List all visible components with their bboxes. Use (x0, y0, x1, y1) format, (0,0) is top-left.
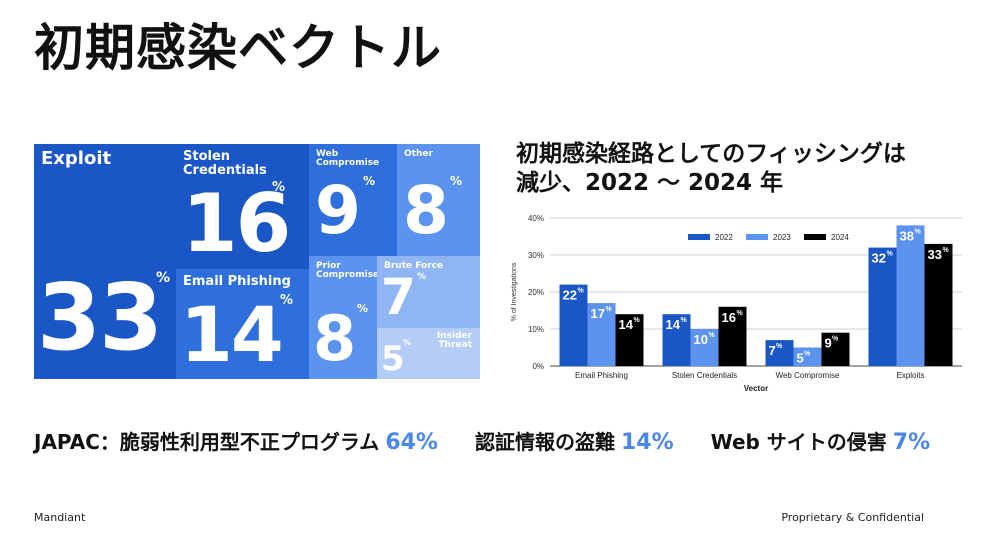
bar-2024-2 (821, 332, 850, 366)
bar-value-label: 16 (722, 310, 736, 325)
japac-label: JAPAC：脆弱性利用型不正プログラム (34, 430, 380, 454)
bar-value-percent: % (804, 351, 811, 358)
bar-2023-3 (896, 225, 925, 366)
bar-2022-3 (868, 247, 897, 366)
tile-percent: % (280, 293, 294, 308)
bar-value-percent: % (915, 228, 922, 235)
bar-2023-1 (690, 329, 719, 366)
bar-2022-2 (765, 340, 794, 366)
bar-value-percent: % (737, 310, 744, 317)
treemap-tile-web-compromise: Web Compromise 9 % (309, 144, 397, 256)
y-tick-label: 0% (532, 362, 544, 371)
treemap-tile-other: Other 8 % (397, 144, 480, 256)
tile-label: Exploit (41, 148, 112, 169)
bar-2024-1 (718, 306, 747, 366)
tile-value: 8 (313, 302, 356, 375)
y-tick-label: 20% (528, 288, 544, 297)
bar-2024-3 (924, 243, 953, 366)
tile-percent: % (417, 272, 427, 282)
tile-label: Email Phishing (183, 274, 291, 289)
tile-label: Stolen Credentials (183, 149, 267, 178)
x-tick-label: Email Phishing (575, 371, 628, 380)
bar-value-label: 32 (872, 251, 886, 266)
treemap-tile-prior-compromise: Prior Compromise 8 % (309, 256, 377, 379)
bar-value-label: 14 (619, 317, 634, 332)
theft-value: 14% (620, 430, 674, 455)
bar-value-percent: % (887, 251, 894, 258)
y-tick-label: 40% (528, 214, 544, 223)
tile-value: 16 (182, 177, 291, 269)
tile-percent: % (272, 180, 286, 195)
x-axis-label: Vector (744, 384, 768, 393)
y-axis-label: % of Investigations (511, 262, 518, 321)
bar-value-percent: % (634, 317, 641, 324)
bar-value-percent: % (776, 343, 783, 350)
tile-label: Prior Compromise (316, 261, 377, 281)
legend-swatch-2023 (746, 234, 768, 240)
web-label: Web サイトの侵害 (710, 430, 887, 454)
tile-label: Brute Force (384, 261, 444, 271)
legend-label-2023: 2023 (773, 233, 791, 242)
tile-percent: % (357, 302, 369, 315)
legend-label-2022: 2022 (715, 233, 733, 242)
bar-value-label: 38 (900, 228, 914, 243)
chart-title: 初期感染経路としてのフィッシングは 減少、2022 〜 2024 年 (516, 141, 906, 196)
y-tick-label: 30% (528, 251, 544, 260)
bar-value-percent: % (943, 247, 950, 254)
legend-label-2024: 2024 (831, 233, 849, 242)
footer-brand: Mandiant (34, 511, 86, 524)
treemap: Exploit 33 % Stolen Credentials 16 % Web… (34, 144, 480, 379)
japac-value: 64% (385, 430, 438, 455)
y-tick-label: 10% (528, 325, 544, 334)
bar-value-label: 33 (928, 247, 942, 262)
bar-2022-0 (559, 284, 588, 366)
tile-value: 9 (315, 172, 361, 249)
x-tick-label: Stolen Credentials (672, 371, 737, 380)
x-tick-label: Web Compromise (776, 371, 840, 380)
bar-value-percent: % (578, 288, 585, 295)
treemap-tile-insider-threat: 5 % Insider Threat (377, 328, 480, 379)
bar-2022-1 (662, 314, 691, 366)
theft-label: 認証情報の盗難 (474, 430, 615, 454)
web-value: 7% (892, 430, 931, 455)
legend-swatch-2024 (804, 234, 826, 240)
bar-value-label: 22 (563, 288, 577, 303)
bar-2023-2 (793, 347, 822, 366)
tile-value: 7 (381, 268, 416, 326)
tile-value: 33 (37, 264, 163, 371)
treemap-tile-email-phishing: Email Phishing 14 % (176, 269, 309, 379)
bar-value-percent: % (681, 317, 688, 324)
x-tick-label: Exploits (896, 371, 924, 380)
tile-label: Insider Threat (436, 331, 472, 351)
treemap-tile-stolen-credentials: Stolen Credentials 16 % (176, 144, 309, 269)
tile-percent: % (363, 174, 376, 188)
bar-value-percent: % (606, 306, 613, 313)
bar-value-percent: % (832, 336, 839, 343)
bar-value-label: 9 (825, 336, 832, 351)
bar-value-label: 7 (769, 343, 776, 358)
tile-value: 5 (381, 339, 405, 379)
treemap-tile-exploit: Exploit 33 % (34, 144, 176, 379)
bar-2023-0 (587, 303, 616, 366)
bar-chart: 0%10%20%30%40% 22 %17 %14% 14 %10 %16 %7 %5 %9 %3… (511, 214, 962, 393)
treemap-tile-brute-force: Brute Force 7 % (377, 256, 480, 328)
japac-summary: JAPAC：脆弱性利用型不正プログラム 64% 認証情報の盗難 14% Web サイ… (34, 426, 960, 455)
bar-value-percent: % (709, 332, 716, 339)
footer-confidential: Proprietary & Confidential (781, 511, 924, 524)
tile-value: 8 (403, 172, 449, 249)
tile-label: Other (404, 149, 433, 159)
slide-title: 初期感染ベクトル (34, 19, 442, 77)
bar-value-label: 10 (694, 332, 708, 347)
bar-value-label: 14 (666, 317, 681, 332)
bar-2024-0 (615, 314, 644, 366)
tile-value: 14 (180, 290, 284, 379)
tile-label: Web Compromise (316, 149, 380, 169)
bar-value-label: 5 (797, 351, 804, 366)
tile-percent: % (403, 338, 412, 347)
legend-swatch-2022 (688, 234, 710, 240)
tile-percent: % (450, 174, 463, 188)
tile-percent: % (156, 270, 171, 286)
bar-value-label: 17 (591, 306, 605, 321)
